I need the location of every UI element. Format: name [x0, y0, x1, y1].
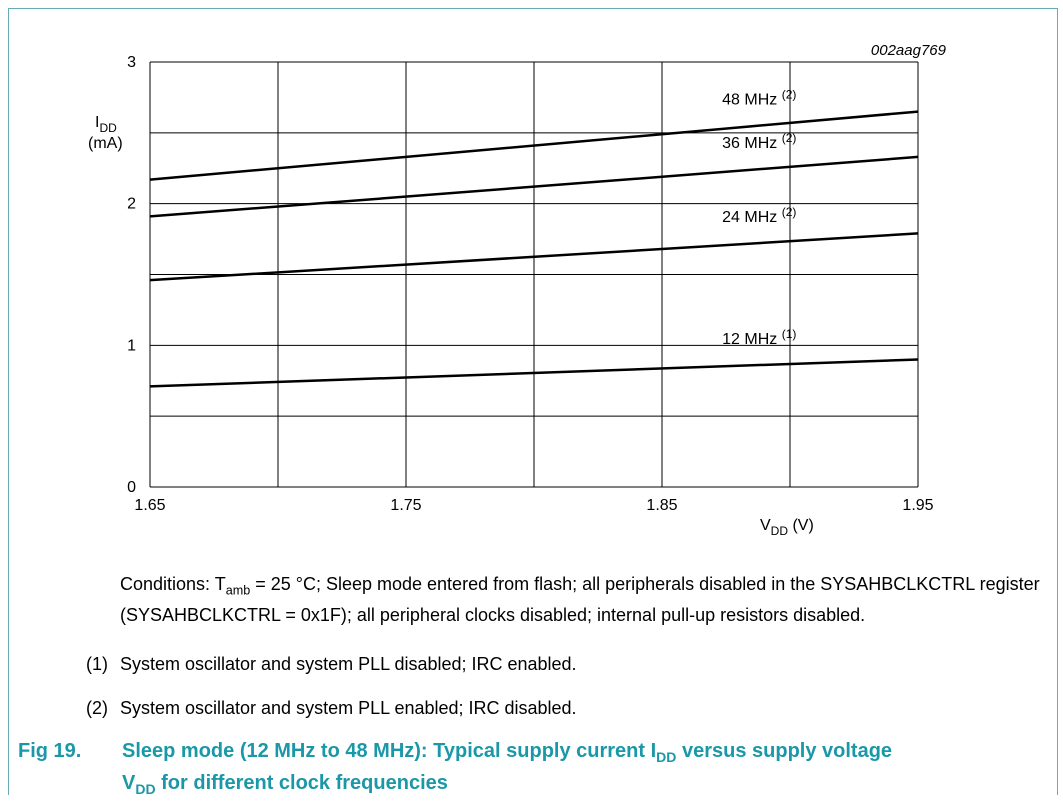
conditions-text: Conditions: Tamb = 25 °C; Sleep mode ent…: [120, 574, 1040, 625]
footnote-number: (1): [86, 654, 108, 674]
x-tick-label: 1.85: [646, 497, 677, 514]
y-tick-label: 2: [127, 196, 136, 213]
conditions-note: Conditions: Tamb = 25 °C; Sleep mode ent…: [120, 572, 1040, 627]
grid: [149, 61, 919, 488]
series-line: [149, 358, 919, 388]
caption-line-1: Fig 19. Sleep mode (12 MHz to 48 MHz): Ty…: [18, 740, 893, 765]
chart: 48 MHz (2) 36 MHz (2) 24 MHz (2) 12 MHz (1)…: [88, 42, 947, 538]
y-axis-label: IDD: [95, 114, 117, 135]
footnote-number: (2): [86, 698, 108, 718]
x-tick-label: 1.95: [902, 497, 933, 514]
series-label: 48 MHz (2): [722, 88, 796, 109]
y-tick-label: 1: [127, 337, 136, 354]
tick-labels: 1.65 1.75 1.85 1.95 0 1 2 3: [127, 54, 934, 514]
chart-id-label: 002aag769: [871, 42, 947, 59]
figure-number: Fig 19.: [18, 740, 82, 762]
series-line: [149, 232, 919, 282]
x-tick-label: 1.65: [134, 497, 165, 514]
figure-caption: Fig 19. Sleep mode (12 MHz to 48 MHz): Ty…: [18, 738, 1048, 802]
series-line: [149, 155, 919, 218]
footnote-1: (1) System oscillator and system PLL dis…: [86, 654, 577, 675]
y-axis-unit: (mA): [88, 135, 123, 152]
caption-line-2: VDD for different clock frequencies: [122, 772, 448, 797]
footnote-2: (2) System oscillator and system PLL ena…: [86, 698, 577, 719]
y-tick-label: 0: [127, 479, 136, 496]
series-label: 24 MHz (2): [722, 205, 796, 226]
x-axis-label: VDD (V): [760, 517, 814, 538]
series-label: 36 MHz (2): [722, 131, 796, 152]
footnote-text: System oscillator and system PLL disable…: [120, 654, 577, 674]
y-tick-label: 3: [127, 54, 136, 71]
figure-frame: [8, 8, 1058, 795]
footnote-text: System oscillator and system PLL enabled…: [120, 698, 577, 718]
series-group: 48 MHz (2) 36 MHz (2) 24 MHz (2) 12 MHz (1): [149, 88, 919, 388]
series-label: 12 MHz (1): [722, 327, 796, 348]
series-line: [149, 110, 919, 181]
x-tick-label: 1.75: [390, 497, 421, 514]
